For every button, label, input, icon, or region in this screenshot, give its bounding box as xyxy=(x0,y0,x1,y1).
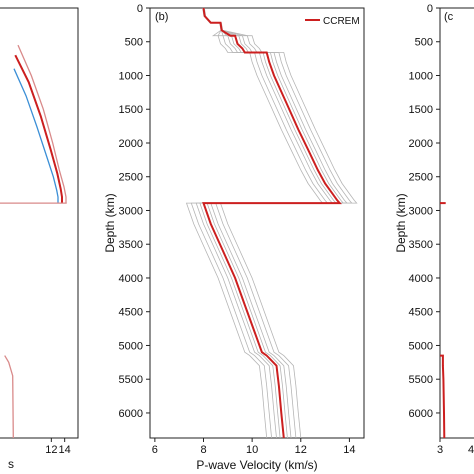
panel-b-y-tick-label: 2500 xyxy=(119,172,143,184)
panel-b: (b) 0 500 1000 1500 2000 2500 3000 3500 4000 4500… xyxy=(103,3,365,472)
panel-c-y-tick-label: 5500 xyxy=(409,374,433,386)
panel-a-trailing-text: s xyxy=(8,457,14,471)
panel-c-y-tick-label: 1500 xyxy=(409,104,433,116)
panel-b-frame xyxy=(149,7,365,439)
panel-c-y-tick-label: 2500 xyxy=(409,172,433,184)
panel-b-ensemble-line xyxy=(190,7,329,439)
legend: CCREM xyxy=(305,16,360,27)
panel-c-label: (c xyxy=(444,11,454,23)
panel-b-label: (b) xyxy=(155,11,168,23)
panel-c-y-tick-label: 5000 xyxy=(409,340,433,352)
panel-c-y-tick-label: 6000 xyxy=(409,408,433,420)
panel-c-x-tick-label: 3 xyxy=(437,444,443,456)
panel-b-lines xyxy=(202,7,342,439)
panel-b-y-tick-label: 5000 xyxy=(119,340,143,352)
panel-c-x-tick-label-partial: 4 xyxy=(468,444,474,456)
panel-c-y-tick-label: 4000 xyxy=(409,273,433,285)
panel-a-lines xyxy=(0,44,67,439)
panel-b-ensemble-line xyxy=(185,7,324,439)
panel-b-x-tick-label: 10 xyxy=(246,444,258,456)
panel-b-ensemble-line xyxy=(204,7,358,439)
panel-a-frame xyxy=(0,7,79,439)
panel-b-y-tick-label: 5500 xyxy=(119,374,143,386)
panel-b-x-tick-label: 6 xyxy=(152,444,158,456)
panel-c-model-line xyxy=(440,354,446,439)
panel-b-ensemble-line xyxy=(203,7,348,439)
panel-a-x-tick-label: 12 xyxy=(45,444,57,456)
panel-b-ensemble xyxy=(185,7,358,439)
legend-label-ccrem: CCREM xyxy=(323,16,360,27)
panel-b-ensemble-line xyxy=(203,7,353,439)
panel-b-x-tick-label: 14 xyxy=(343,444,355,456)
panel-b-y-tick-label: 3000 xyxy=(119,205,143,217)
panel-c-y-tick-label: 1000 xyxy=(409,70,433,82)
panel-a-series-line xyxy=(17,44,67,204)
panel-b-y-tick-label: 4000 xyxy=(119,273,143,285)
panel-b-ensemble-line xyxy=(195,7,334,439)
panel-b-y-tick-label: 1000 xyxy=(119,70,143,82)
panel-b-ensemble-line xyxy=(199,7,337,439)
panel-b-y-tick-label: 1500 xyxy=(119,104,143,116)
panel-a-series-line xyxy=(13,68,59,204)
panel-c-y-tick-label: 500 xyxy=(415,37,433,49)
panel-c-y-tick-label: 3000 xyxy=(409,205,433,217)
panel-c-lines xyxy=(440,202,446,439)
panel-c-y-tick-label: 2000 xyxy=(409,138,433,150)
panel-b-ccrem-line xyxy=(202,7,342,439)
panel-a-series-line xyxy=(14,54,63,204)
panel-c: (c 0 500 1000 1500 2000 2500 3000 3500 4000 4500 5… xyxy=(394,3,474,456)
panel-b-ylabel: Depth (km) xyxy=(103,193,117,252)
panel-c-y-tick-label: 3500 xyxy=(409,239,433,251)
panel-b-xlabel: P-wave Velocity (km/s) xyxy=(196,458,317,472)
panel-b-y-tick-label: 0 xyxy=(137,3,143,15)
panel-b-y-tick-label: 3500 xyxy=(119,239,143,251)
panel-b-x-tick-label: 12 xyxy=(295,444,307,456)
panel-b-y-tick-label: 4500 xyxy=(119,307,143,319)
panel-b-y-ticks: 0 500 1000 1500 2000 2500 3000 3500 4000 4500 5000… xyxy=(119,3,150,420)
panel-a: 12 14 s xyxy=(0,7,79,471)
panel-c-y-ticks: 0 500 1000 1500 2000 2500 3000 3500 4000 4500 5000… xyxy=(409,3,440,420)
panel-a-x-ticks: 12 14 xyxy=(45,438,71,456)
panel-c-y-tick-label: 4500 xyxy=(409,307,433,319)
panel-b-x-ticks: 6 8 10 12 14 xyxy=(152,438,356,456)
panel-c-y-tick-label: 0 xyxy=(427,3,433,15)
panel-c-ylabel: Depth (km) xyxy=(394,193,408,252)
panel-b-x-tick-label: 8 xyxy=(200,444,206,456)
panel-b-y-tick-label: 500 xyxy=(125,37,143,49)
panel-b-y-tick-label: 6000 xyxy=(119,408,143,420)
panel-c-frame xyxy=(439,7,474,439)
panel-a-series-line xyxy=(4,355,14,439)
panel-a-x-tick-label: 14 xyxy=(59,444,71,456)
panel-b-y-tick-label: 2000 xyxy=(119,138,143,150)
